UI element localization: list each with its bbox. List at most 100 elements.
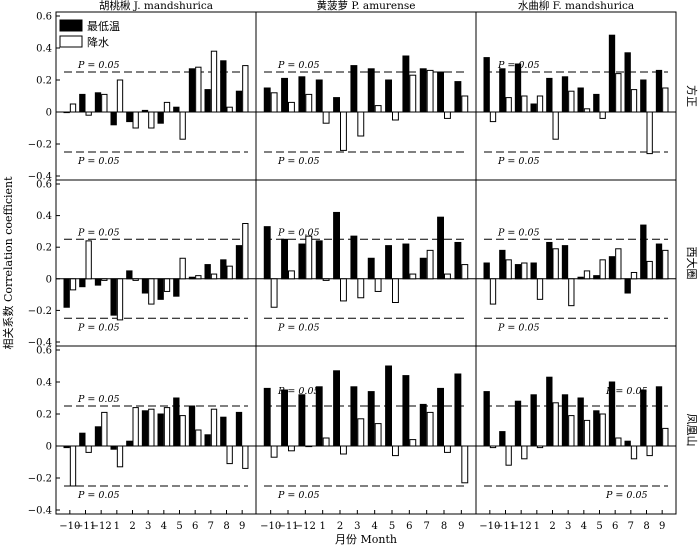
panel-2 [476, 34, 676, 155]
legend-label: 最低温 [87, 20, 120, 33]
bar-min-temp [577, 397, 584, 447]
y-tick-label: 0.4 [36, 211, 52, 222]
bar-min-temp [608, 381, 616, 447]
bar-min-temp [79, 432, 86, 447]
bar-min-temp [315, 386, 323, 447]
bar-precip [210, 408, 218, 447]
bar-min-temp [281, 238, 288, 280]
bar-precip [409, 439, 417, 447]
x-tick-label: 7 [423, 521, 429, 532]
x-tick-label: 4 [581, 521, 587, 532]
x-tick-label: 2 [337, 521, 343, 532]
bar-precip [242, 223, 249, 280]
bar-min-temp [188, 405, 196, 447]
bar-precip [536, 445, 544, 449]
legend-label: 降水 [87, 35, 109, 49]
significance-label: P = 0.05 [277, 227, 320, 238]
bar-min-temp [281, 389, 288, 447]
bar-min-temp [188, 68, 196, 113]
x-tick-label: −11 [495, 521, 516, 532]
bar-min-temp [263, 387, 271, 447]
bar-precip [226, 106, 233, 113]
bar-min-temp [640, 389, 647, 447]
x-tick-label: 8 [223, 521, 229, 532]
bar-precip [322, 111, 330, 124]
bar-precip [340, 278, 347, 302]
bar-min-temp [483, 262, 490, 280]
x-tick-label: 6 [406, 521, 412, 532]
bar-precip [85, 111, 92, 116]
bar-precip [392, 445, 399, 457]
panel-6 [56, 397, 256, 514]
x-tick-label: 1 [114, 521, 120, 532]
panel-1 [256, 55, 476, 153]
bar-min-temp [333, 97, 340, 113]
x-tick-label: −11 [75, 521, 96, 532]
panel-8 [476, 376, 676, 514]
bar-min-temp [419, 403, 427, 447]
bar-precip [583, 270, 591, 280]
bar-min-temp [655, 243, 663, 280]
bar-min-temp [385, 365, 392, 447]
bar-precip [357, 418, 365, 447]
x-tick-label: −11 [277, 521, 298, 532]
bar-precip [615, 248, 622, 280]
y-tick-label: −0.4 [28, 506, 52, 517]
bar-precip [521, 445, 528, 460]
bar-precip [630, 445, 638, 460]
bar-precip [116, 445, 124, 468]
bar-precip [195, 66, 202, 113]
x-tick-label: 5 [389, 521, 395, 532]
bar-precip [132, 111, 139, 129]
x-tick-label: 5 [596, 521, 602, 532]
x-tick-label: 2 [549, 521, 555, 532]
bar-min-temp [204, 264, 211, 280]
bar-min-temp [204, 434, 211, 447]
bar-precip [270, 445, 278, 458]
bar-precip [662, 427, 669, 447]
bar-min-temp [499, 431, 506, 447]
significance-label: P = 0.05 [497, 156, 540, 167]
bar-min-temp [385, 245, 392, 280]
bar-min-temp [63, 111, 70, 114]
bar-min-temp [530, 394, 537, 447]
bar-precip [179, 111, 186, 140]
bar-min-temp [235, 90, 243, 113]
bar-precip [444, 445, 451, 453]
bar-precip [568, 278, 575, 307]
row-title: 凤凰山 [685, 414, 698, 447]
bar-precip [163, 278, 171, 292]
x-tick-label: 4 [161, 521, 167, 532]
bar-min-temp [79, 93, 86, 113]
bar-min-temp [220, 60, 227, 113]
bar-min-temp [263, 226, 271, 280]
bar-min-temp [220, 259, 227, 280]
bar-precip [552, 248, 559, 280]
y-tick-label: −0.4 [28, 338, 52, 349]
bar-precip [599, 111, 606, 119]
bar-precip [374, 105, 382, 113]
significance-label: P = 0.05 [497, 60, 540, 71]
bar-precip [242, 445, 249, 469]
y-tick-label: −0.2 [28, 306, 52, 317]
bar-min-temp [188, 276, 196, 280]
bar-min-temp [640, 79, 647, 113]
bar-precip [568, 415, 575, 447]
bar-min-temp [204, 89, 211, 113]
bar-min-temp [499, 68, 506, 113]
bar-min-temp [94, 426, 102, 447]
bar-precip [270, 92, 278, 113]
bar-precip [322, 278, 330, 281]
bar-min-temp [126, 270, 133, 280]
x-tick-label: 3 [565, 521, 571, 532]
significance-label: P = 0.05 [605, 490, 648, 501]
bar-min-temp [173, 397, 180, 447]
bar-min-temp [63, 445, 70, 449]
bar-precip [101, 278, 108, 281]
bar-min-temp [419, 257, 427, 280]
bar-precip [461, 445, 469, 484]
bar-min-temp [220, 416, 227, 447]
panel-3 [56, 223, 256, 321]
bar-min-temp [173, 106, 180, 113]
column-title: 胡桃楸 J. mandshurica [99, 0, 213, 12]
